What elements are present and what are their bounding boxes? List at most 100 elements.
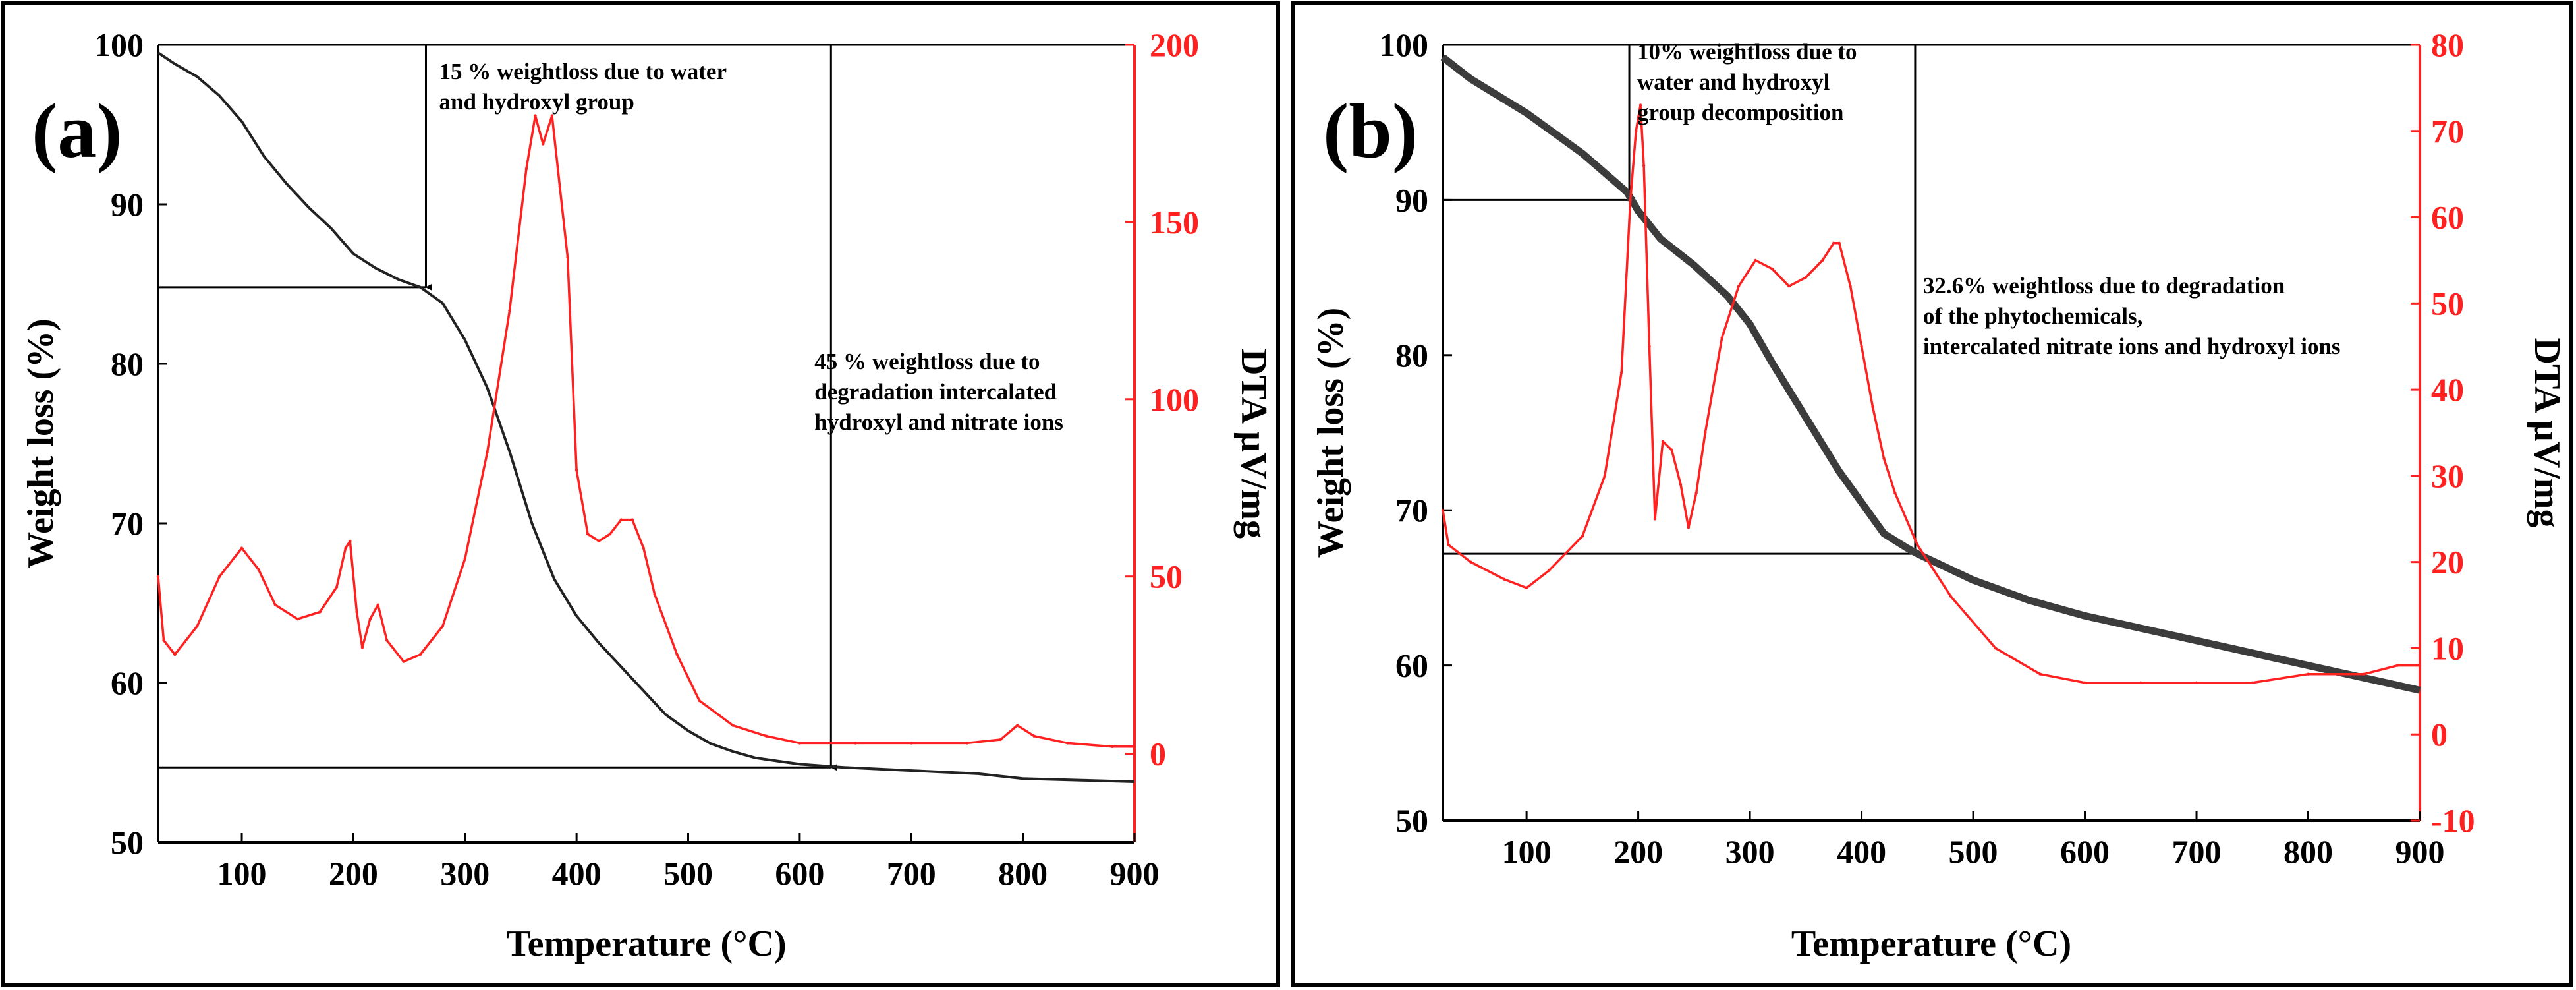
dta-point bbox=[1066, 742, 1069, 745]
dta-point bbox=[296, 618, 299, 621]
y2-tick-label: 100 bbox=[1150, 381, 1199, 418]
y-tick-label: 50 bbox=[111, 824, 144, 861]
annotation-line: of the phytochemicals, bbox=[1923, 303, 2142, 329]
dta-point bbox=[218, 575, 221, 578]
dta-point bbox=[586, 532, 590, 536]
annotation-line: and hydroxyl group bbox=[439, 89, 634, 115]
dta-point bbox=[1720, 336, 1723, 339]
dta-point bbox=[1016, 724, 1019, 727]
dta-point bbox=[162, 639, 165, 642]
x-tick-label: 400 bbox=[552, 855, 602, 892]
y2-tick-label: 80 bbox=[2431, 26, 2464, 63]
dta-point bbox=[257, 568, 260, 571]
y-axis-title: Weight loss (%) bbox=[1310, 308, 1351, 558]
x-tick-label: 500 bbox=[1949, 833, 1998, 870]
annotation-line: group decomposition bbox=[1637, 100, 1843, 125]
y-tick-label: 70 bbox=[1395, 492, 1428, 529]
dta-series bbox=[1442, 103, 2420, 684]
x-tick-label: 200 bbox=[329, 855, 378, 892]
x-tick-label: 200 bbox=[1613, 833, 1663, 870]
dta-point bbox=[1770, 267, 1774, 271]
dta-point bbox=[1503, 577, 1506, 581]
dta-point bbox=[731, 724, 735, 727]
dta-point bbox=[1629, 198, 1632, 202]
annotation: 32.6% weightloss due to degradation of th… bbox=[1923, 273, 2341, 359]
y-tick-label: 70 bbox=[111, 505, 144, 542]
x-tick-label: 100 bbox=[217, 855, 267, 892]
dta-point bbox=[1949, 595, 1953, 598]
annotation: 45 % weightloss due to degradation interc… bbox=[814, 349, 1063, 435]
dta-point bbox=[1882, 457, 1886, 460]
panel-b: 100 200 300 400 500 600 700 800 9005060708090100… bbox=[1310, 26, 2567, 964]
y-tick-label: 60 bbox=[1395, 647, 1428, 684]
y-tick-label: 80 bbox=[1395, 337, 1428, 374]
dta-point bbox=[360, 646, 364, 649]
dta-point bbox=[486, 451, 489, 454]
panel-a-frame bbox=[1, 1, 1280, 987]
x-tick-label: 600 bbox=[775, 855, 824, 892]
annotation-line: 15 % weightloss due to water bbox=[439, 59, 727, 84]
dta-point bbox=[524, 167, 528, 171]
dta-point bbox=[2083, 681, 2086, 685]
dta-point bbox=[698, 699, 701, 703]
y-tick-label: 50 bbox=[1395, 802, 1428, 839]
dta-point bbox=[240, 546, 244, 550]
y2-tick-label: -10 bbox=[2431, 802, 2475, 839]
dta-point bbox=[368, 618, 372, 621]
y2-tick-label: 20 bbox=[2431, 544, 2464, 581]
dta-point bbox=[764, 734, 768, 738]
dta-point bbox=[999, 738, 1003, 742]
dta-point bbox=[550, 114, 554, 117]
dta-point bbox=[173, 653, 177, 656]
dta-point bbox=[1447, 543, 1450, 546]
dta-point bbox=[355, 610, 358, 614]
y2-tick-label: 30 bbox=[2431, 457, 2464, 494]
dta-point bbox=[2395, 664, 2399, 667]
y2-tick-label: 0 bbox=[2431, 716, 2448, 753]
annotation-line: 10% weightloss due to bbox=[1637, 39, 1857, 65]
dta-point bbox=[566, 256, 569, 259]
dta-point bbox=[574, 469, 578, 472]
dta-point bbox=[273, 603, 277, 606]
x-tick-label: 900 bbox=[1110, 855, 1160, 892]
weight-loss-series bbox=[157, 51, 1135, 783]
dta-point bbox=[1860, 345, 1863, 348]
dta-point bbox=[2195, 681, 2198, 685]
dta-point bbox=[1679, 482, 1683, 486]
dta-point bbox=[1837, 241, 1841, 245]
weight-loss-series bbox=[1440, 54, 2421, 694]
dta-point bbox=[1737, 285, 1741, 288]
x-tick-label: 800 bbox=[2283, 833, 2333, 870]
dta-point bbox=[463, 557, 466, 560]
x-tick-label: 300 bbox=[440, 855, 490, 892]
dta-point bbox=[1653, 517, 1657, 521]
dta-point bbox=[1994, 647, 1998, 650]
dta-point bbox=[1032, 734, 1036, 738]
dta-point bbox=[1916, 543, 1919, 546]
dta-point bbox=[1754, 258, 1757, 262]
dta-point bbox=[156, 575, 160, 578]
dta-point bbox=[196, 624, 199, 628]
panel-a: 100 200 300 400 500 600 700 800 9005060708090100… bbox=[20, 26, 1274, 964]
y2-tick-label: 40 bbox=[2431, 371, 2464, 408]
dta-point bbox=[1893, 491, 1897, 495]
dta-point bbox=[653, 593, 656, 596]
annotation-line: water and hydroxyl bbox=[1637, 69, 1830, 95]
x-tick-label: 800 bbox=[998, 855, 1048, 892]
dta-point bbox=[798, 742, 802, 745]
dta-point bbox=[2038, 672, 2042, 676]
dta-point bbox=[854, 742, 857, 745]
dta-point bbox=[2363, 672, 2366, 676]
annotation-line: intercalated nitrate ions and hydroxyl i… bbox=[1923, 334, 2341, 359]
dta-point bbox=[2251, 681, 2254, 685]
annotation: 10% weightloss due to water and hydroxyl g… bbox=[1637, 39, 1857, 125]
dta-point bbox=[1670, 448, 1673, 451]
x-axis-title: Temperature (°C) bbox=[506, 923, 786, 964]
annotation: 15 % weightloss due to water and hydroxyl… bbox=[439, 59, 727, 115]
y-tick-label: 90 bbox=[1395, 181, 1428, 218]
annotation-line: hydroxyl and nitrate ions bbox=[814, 409, 1063, 435]
dta-point bbox=[675, 653, 679, 656]
annotation-line: 45 % weightloss due to bbox=[814, 349, 1040, 374]
dta-point bbox=[1469, 560, 1472, 564]
